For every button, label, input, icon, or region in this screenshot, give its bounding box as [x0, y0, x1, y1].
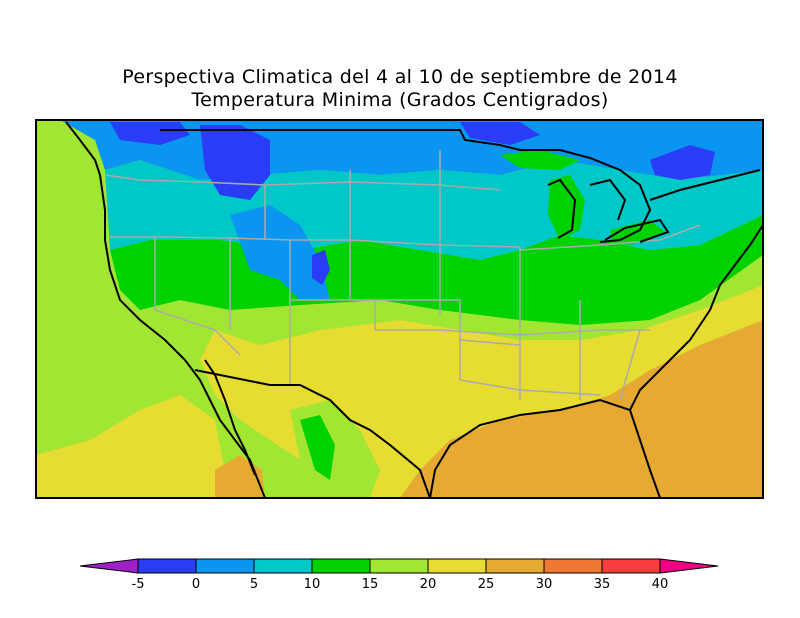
coastlines — [65, 121, 763, 498]
zone-0-5-rockies — [230, 205, 330, 300]
legend-swatch — [195, 558, 255, 574]
legend-swatch — [601, 558, 661, 574]
legend-arrow-high — [659, 558, 719, 574]
legend-swatch — [369, 558, 429, 574]
zone-below-0-montana — [200, 125, 270, 200]
zone-below-0-ontario — [650, 145, 715, 180]
legend-swatch — [137, 558, 197, 574]
legend-label: 0 — [192, 577, 200, 592]
legend-label: 15 — [362, 577, 379, 592]
map-title: Perspectiva Climatica del 4 al 10 de sep… — [122, 66, 678, 88]
map-subtitle: Temperatura Minima (Grados Centigrados) — [191, 89, 609, 111]
zone-15-20-central — [140, 255, 763, 360]
zone-10-15-lakes — [500, 150, 580, 170]
zone-25-30-gulf-atlantic — [400, 320, 763, 498]
legend-label: 20 — [420, 577, 437, 592]
zone-10-15-band — [110, 215, 763, 325]
zone-10-15-mexico — [300, 415, 335, 480]
legend-label: -5 — [132, 577, 145, 592]
zone-below-0-quebec — [460, 122, 540, 145]
zone-10-15-michigan — [548, 175, 585, 240]
legend-label: 35 — [594, 577, 611, 592]
legend-arrow-low — [79, 558, 139, 574]
map-border — [35, 119, 764, 499]
legend-swatch — [253, 558, 313, 574]
legend-label: 40 — [652, 577, 669, 592]
state-borders — [104, 150, 701, 401]
legend-label: 10 — [304, 577, 321, 592]
legend-label: 25 — [478, 577, 495, 592]
legend-swatch — [311, 558, 371, 574]
zone-below-0-north — [110, 122, 190, 145]
zone-20-25-pacific — [36, 395, 230, 498]
legend-swatch — [543, 558, 603, 574]
legend-label: 30 — [536, 577, 553, 592]
legend-swatch — [427, 558, 487, 574]
legend-swatch — [485, 558, 545, 574]
legend-label: 5 — [250, 577, 258, 592]
zone-below-0-colorado — [312, 250, 330, 285]
